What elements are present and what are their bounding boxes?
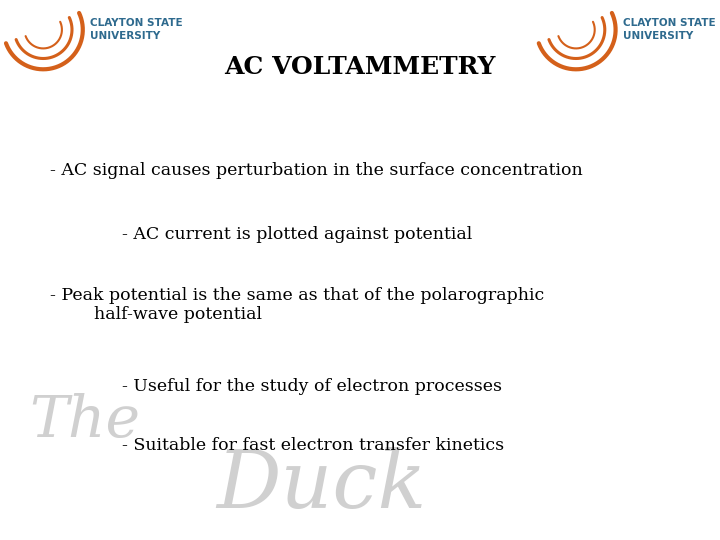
Text: Duck: Duck: [216, 447, 426, 525]
Text: UNIVERSITY: UNIVERSITY: [90, 31, 161, 41]
Text: The: The: [29, 393, 140, 449]
Text: - Useful for the study of electron processes: - Useful for the study of electron proce…: [122, 377, 503, 395]
Text: CLAYTON STATE: CLAYTON STATE: [90, 18, 183, 28]
Text: UNIVERSITY: UNIVERSITY: [623, 31, 693, 41]
Text: - Peak potential is the same as that of the polarographic
        half-wave pote: - Peak potential is the same as that of …: [50, 287, 544, 323]
Text: AC VOLTAMMETRY: AC VOLTAMMETRY: [225, 56, 495, 79]
Text: - AC signal causes perturbation in the surface concentration: - AC signal causes perturbation in the s…: [50, 161, 583, 179]
Text: CLAYTON STATE: CLAYTON STATE: [623, 18, 716, 28]
Text: - AC current is plotted against potential: - AC current is plotted against potentia…: [122, 226, 472, 244]
Text: - Suitable for fast electron transfer kinetics: - Suitable for fast electron transfer ki…: [122, 437, 505, 454]
